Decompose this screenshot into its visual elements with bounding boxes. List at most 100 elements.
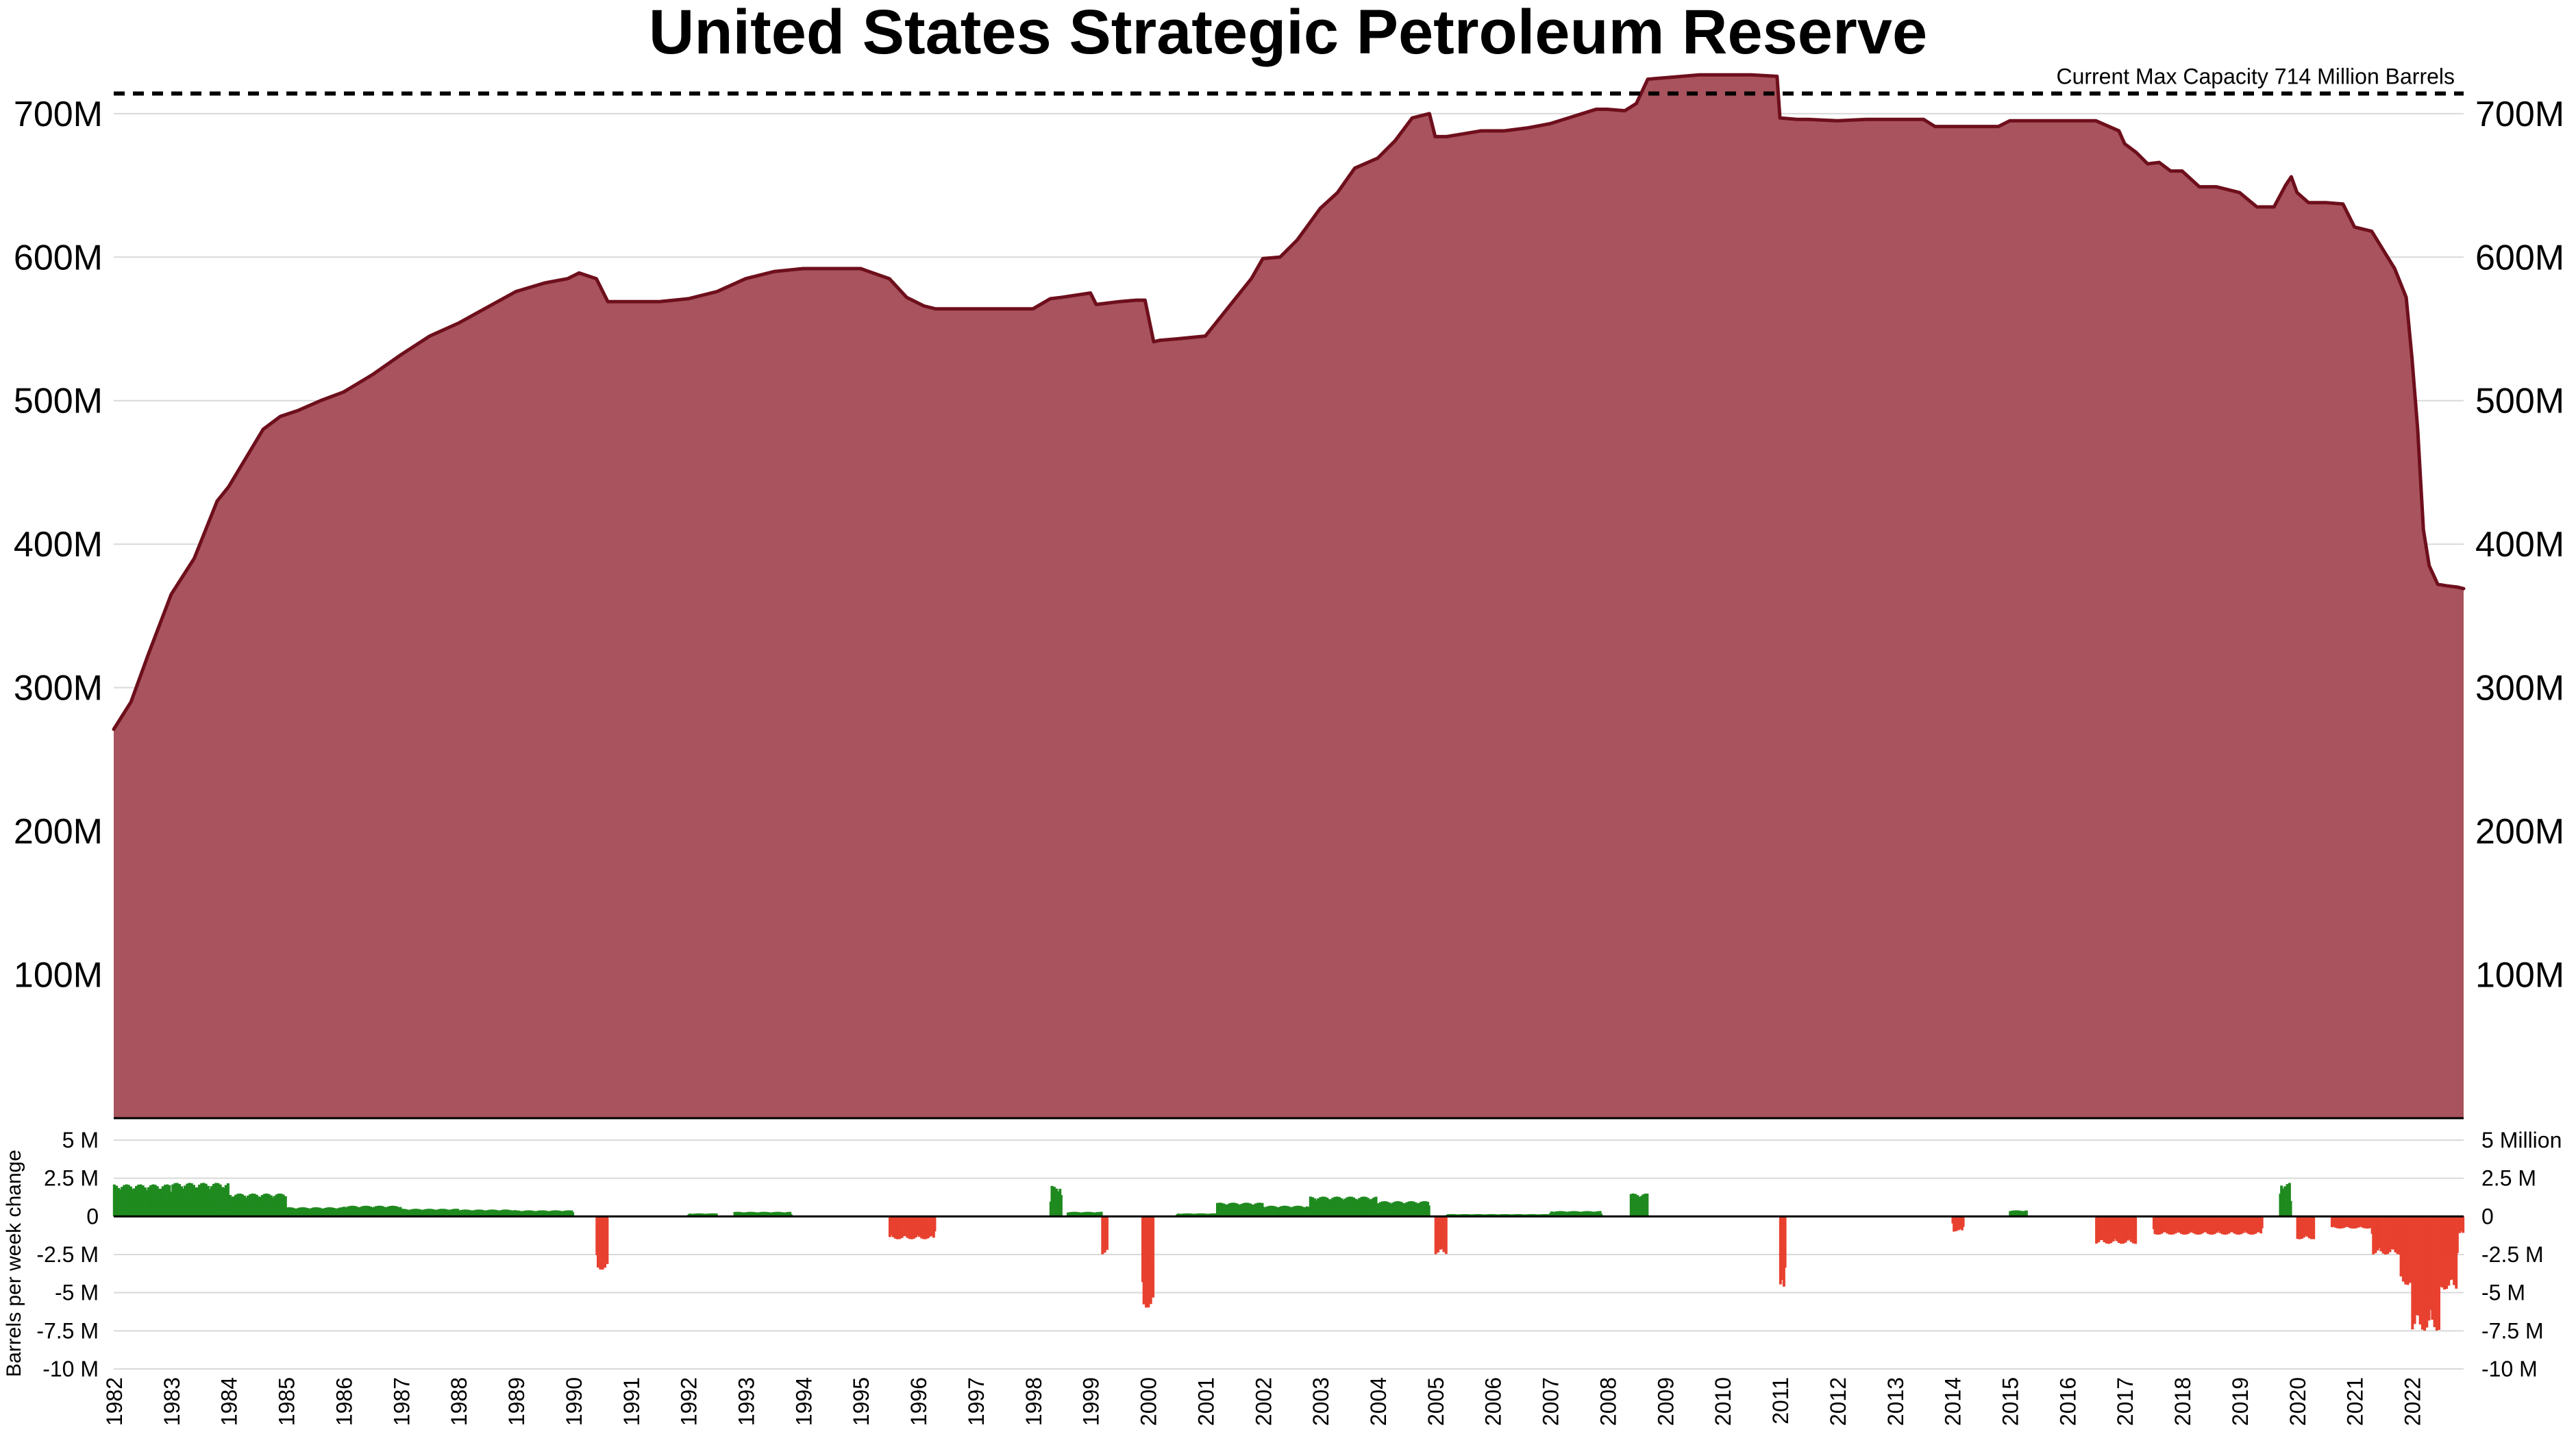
main-y-tick-label-left: 200M xyxy=(14,812,103,852)
weekly-change-bar xyxy=(1396,1201,1399,1217)
main-y-tick-label-right: 700M xyxy=(2475,95,2564,134)
sub-y-tick-label-left: -2.5 M xyxy=(36,1242,99,1267)
main-y-tick-label-right: 600M xyxy=(2475,238,2564,277)
main-y-tick-label-right: 500M xyxy=(2475,382,2564,421)
sub-y-tick-label-left: -10 M xyxy=(42,1357,99,1381)
sub-y-ticks: 5 M 5 Million 2.5 M 2.5 M 0 0 -2.5 M -2.5 M -5 M… xyxy=(36,1128,2562,1381)
weekly-change-bar xyxy=(1449,1214,1452,1217)
weekly-change-bar xyxy=(2442,1216,2446,1290)
x-year-label: 2011 xyxy=(1768,1377,1793,1424)
x-year-label: 1986 xyxy=(332,1377,356,1426)
x-year-label: 1990 xyxy=(562,1377,586,1426)
main-y-tick-label-left: 700M xyxy=(14,95,103,134)
weekly-change-bar xyxy=(1646,1194,1649,1217)
weekly-change-bar xyxy=(236,1194,240,1217)
weekly-change-bar xyxy=(377,1205,380,1217)
weekly-change-bar xyxy=(2182,1216,2185,1235)
weekly-change-bar xyxy=(599,1216,602,1270)
weekly-change-bar xyxy=(2013,1210,2016,1217)
x-year-label: 1982 xyxy=(102,1377,127,1426)
x-year-label: 1991 xyxy=(619,1377,644,1426)
sub-y-tick-label-left: 2.5 M xyxy=(44,1166,99,1191)
x-year-label: 1989 xyxy=(504,1377,529,1426)
weekly-change-bar xyxy=(2351,1216,2354,1229)
weekly-change-bar xyxy=(2312,1216,2316,1239)
weekly-change-bar xyxy=(340,1207,344,1217)
weekly-change-bar xyxy=(1270,1205,1273,1217)
weekly-change-bar xyxy=(137,1184,140,1217)
weekly-change-bar xyxy=(1348,1196,1351,1217)
chart-title: United States Strategic Petroleum Reserv… xyxy=(649,0,1927,67)
weekly-change-bar xyxy=(214,1183,218,1217)
weekly-change-bar xyxy=(571,1212,575,1217)
weekly-change-bar xyxy=(710,1213,714,1217)
x-year-label: 2018 xyxy=(2170,1377,2195,1426)
weekly-change-bar xyxy=(2222,1216,2226,1235)
x-year-label: 1984 xyxy=(217,1377,242,1426)
weekly-change-bar xyxy=(1059,1195,1063,1217)
weekly-change-bar xyxy=(226,1183,230,1217)
weekly-change-bar xyxy=(188,1183,191,1217)
weekly-change-bar xyxy=(789,1214,793,1217)
weekly-change-bar xyxy=(2365,1216,2368,1229)
weekly-change-bar xyxy=(715,1213,718,1217)
x-year-label: 2003 xyxy=(1309,1377,1333,1426)
main-y-tick-label-right: 300M xyxy=(2475,669,2564,708)
weekly-change-bar xyxy=(1542,1214,1546,1217)
sub-y-tick-label-right: -7.5 M xyxy=(2481,1318,2544,1343)
sub-y-axis-label: Barrels per week change xyxy=(3,1150,25,1377)
weekly-change-bar xyxy=(789,1211,792,1217)
x-year-label: 2019 xyxy=(2228,1377,2253,1426)
weekly-change-bar xyxy=(1281,1205,1285,1217)
weekly-change-bar xyxy=(1296,1205,1299,1217)
weekly-change-bar xyxy=(2289,1200,2292,1217)
weekly-change-bar xyxy=(1244,1202,1248,1217)
weekly-change-bar xyxy=(2462,1216,2465,1233)
weekly-change-bar xyxy=(762,1211,765,1217)
weekly-change-bar xyxy=(1475,1214,1478,1217)
weekly-change-bar xyxy=(2119,1216,2122,1244)
weekly-change-bar xyxy=(2455,1216,2459,1253)
weekly-change-bar xyxy=(1444,1216,1448,1255)
weekly-change-bar xyxy=(2249,1216,2253,1235)
x-year-label: 2021 xyxy=(2343,1377,2368,1426)
weekly-change-bar xyxy=(151,1184,155,1217)
x-year-label: 2009 xyxy=(1653,1377,1678,1426)
weekly-change-bar xyxy=(1427,1205,1431,1217)
weekly-change-bar xyxy=(284,1196,287,1217)
max-capacity-annotation: Current Max Capacity 714 Million Barrels xyxy=(2056,64,2455,89)
weekly-change-bar xyxy=(606,1216,609,1264)
x-year-label: 2006 xyxy=(1481,1377,1506,1426)
weekly-change-bar xyxy=(399,1207,402,1217)
weekly-change-bar xyxy=(2134,1216,2138,1244)
x-year-label: 1995 xyxy=(849,1377,874,1426)
x-year-label: 2017 xyxy=(2113,1377,2138,1426)
sub-y-tick-label-left: 0 xyxy=(86,1204,99,1228)
x-year-label: 2005 xyxy=(1424,1377,1448,1426)
weekly-change-bar xyxy=(251,1193,254,1217)
weekly-change-bar xyxy=(539,1210,543,1217)
weekly-change-bar xyxy=(200,1183,203,1217)
x-year-label: 1999 xyxy=(1079,1377,1104,1426)
x-year-label: 1987 xyxy=(389,1377,414,1426)
weekly-change-bar xyxy=(2404,1216,2407,1285)
weekly-change-bar xyxy=(1374,1196,1378,1217)
weekly-change-bar xyxy=(554,1210,557,1217)
weekly-change-bar xyxy=(287,1207,290,1217)
weekly-change-bar xyxy=(1230,1202,1233,1217)
x-year-labels: 1982 1983 1984 1985 1986 1987 1988 1989 1990 1991… xyxy=(102,1377,2425,1426)
main-y-tick-label-left: 300M xyxy=(14,669,103,708)
x-year-label: 2020 xyxy=(2286,1377,2310,1426)
x-year-label: 2013 xyxy=(1883,1377,1908,1426)
weekly-change-bar xyxy=(2024,1210,2028,1217)
weekly-change-bar xyxy=(1321,1196,1324,1217)
main-y-tick-label-left: 100M xyxy=(14,956,103,996)
weekly-change-bar xyxy=(1085,1211,1089,1217)
sub-y-tick-label-left: -7.5 M xyxy=(36,1318,99,1343)
weekly-change-bar xyxy=(440,1209,443,1217)
weekly-change-bar xyxy=(1600,1213,1603,1217)
weekly-change-bar xyxy=(933,1216,937,1232)
weekly-change-bar xyxy=(1516,1213,1520,1217)
x-year-label: 2016 xyxy=(2055,1377,2080,1426)
